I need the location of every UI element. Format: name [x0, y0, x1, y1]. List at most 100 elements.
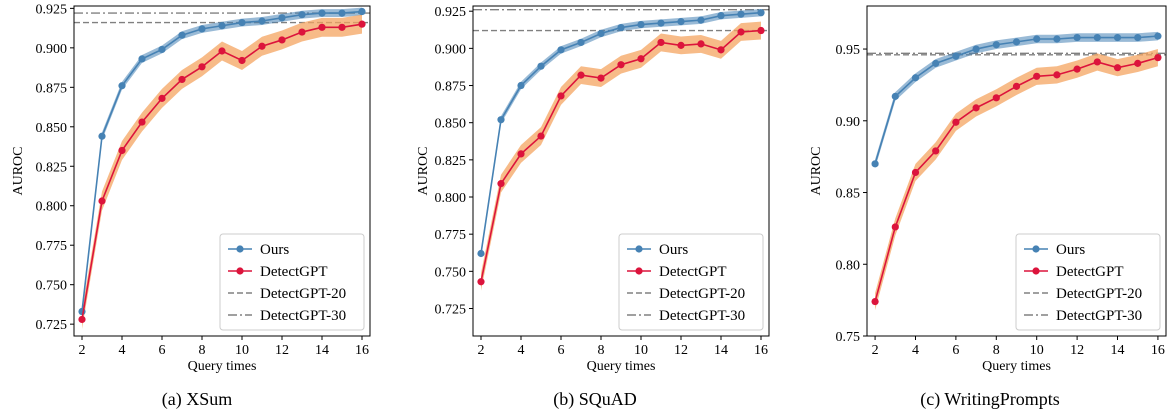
- x-tick-label: 10: [1030, 343, 1044, 358]
- data-point-ours: [238, 18, 246, 27]
- data-point-ours: [138, 55, 146, 63]
- legend-label: Ours: [659, 242, 688, 258]
- data-point-detectgpt: [1033, 72, 1041, 80]
- data-point-detectgpt: [871, 297, 879, 306]
- data-point-detectgpt: [1154, 54, 1162, 62]
- data-point-detectgpt: [972, 104, 980, 112]
- data-point-detectgpt: [198, 63, 206, 71]
- y-tick-label: 0.80: [836, 258, 861, 273]
- data-point-detectgpt: [557, 92, 565, 100]
- data-point-ours: [98, 132, 106, 140]
- y-tick-label: 0.90: [836, 115, 861, 130]
- data-point-ours: [637, 20, 645, 29]
- axes-frame: [866, 5, 1167, 337]
- x-tick-label: 14: [714, 343, 728, 358]
- legend: Ours DetectGPT DetectGPT-20 DetectGPT-30: [618, 233, 764, 331]
- data-point-ours: [517, 81, 525, 90]
- data-point-ours: [871, 160, 879, 168]
- y-axis-label: AUROC: [11, 146, 26, 195]
- y-tick-label: 0.925: [435, 5, 467, 20]
- legend-label: DetectGPT-20: [1056, 286, 1142, 302]
- data-point-ours: [338, 9, 346, 17]
- data-point-detectgpt: [952, 118, 960, 126]
- y-tick-label: 0.875: [435, 80, 467, 95]
- data-point-detectgpt: [637, 55, 645, 63]
- series-band-ours: [875, 31, 1158, 169]
- data-point-ours: [118, 82, 126, 90]
- y-axis-label: AUROC: [809, 146, 824, 195]
- data-point-detectgpt: [497, 180, 505, 188]
- data-point-ours: [737, 10, 745, 18]
- data-point-ours: [1033, 35, 1041, 43]
- chart-panel-3: 2 4 6 8 10 12 14 16 0.75 0.80 0.85 0.90 0.95 Query ti…: [809, 5, 1167, 410]
- x-tick-label: 12: [275, 343, 289, 358]
- x-tick-label: 6: [952, 343, 959, 358]
- data-point-detectgpt: [358, 20, 366, 28]
- axes-frame: [73, 5, 371, 337]
- data-point-ours: [477, 249, 485, 258]
- x-tick-label: 10: [235, 343, 249, 358]
- data-point-ours: [657, 19, 665, 27]
- y-axis-label: AUROC: [416, 146, 431, 195]
- data-point-detectgpt: [1113, 64, 1122, 72]
- data-point-ours: [158, 45, 166, 54]
- data-point-ours: [1053, 35, 1061, 43]
- axes-frame: [472, 5, 770, 337]
- data-point-detectgpt: [657, 38, 665, 47]
- data-point-detectgpt: [278, 36, 286, 44]
- y-tick-label: 0.75: [836, 330, 861, 345]
- data-point-ours: [198, 25, 206, 33]
- x-tick-label: 2: [872, 343, 879, 358]
- legend-box: [219, 233, 365, 331]
- legend: Ours DetectGPT DetectGPT-20 DetectGPT-30: [219, 233, 365, 331]
- x-tick-label: 2: [478, 343, 485, 358]
- data-point-ours: [298, 11, 306, 19]
- data-point-detectgpt: [697, 40, 705, 48]
- x-tick-label: 2: [79, 343, 86, 358]
- data-point-ours: [577, 38, 585, 47]
- x-tick-label: 10: [634, 343, 648, 358]
- x-axis-label: Query times: [188, 359, 257, 374]
- x-tick-label: 4: [518, 343, 525, 358]
- legend-swatch-marker: [1032, 267, 1040, 275]
- data-point-ours: [557, 46, 565, 54]
- data-point-detectgpt: [1073, 65, 1081, 73]
- data-point-detectgpt: [218, 47, 226, 55]
- y-tick-label: 0.775: [36, 239, 68, 254]
- data-point-ours: [497, 116, 505, 124]
- data-point-detectgpt: [932, 147, 940, 155]
- data-point-detectgpt: [717, 46, 725, 54]
- legend-label: Ours: [260, 242, 289, 258]
- data-point-detectgpt: [98, 197, 106, 205]
- data-point-detectgpt: [992, 94, 1000, 102]
- x-tick-label: 14: [315, 343, 329, 358]
- data-point-ours: [1113, 33, 1122, 42]
- legend-box: [1015, 233, 1161, 331]
- x-tick-label: 12: [1070, 343, 1084, 358]
- data-point-detectgpt: [318, 23, 326, 31]
- y-tick-label: 0.750: [435, 265, 467, 280]
- y-tick-label: 0.850: [435, 117, 467, 132]
- data-point-detectgpt: [617, 61, 625, 69]
- legend-label: DetectGPT-30: [260, 308, 346, 324]
- legend-label: DetectGPT-30: [659, 308, 745, 324]
- x-tick-label: 16: [1151, 343, 1165, 358]
- data-point-ours: [891, 92, 899, 100]
- legend-label: DetectGPT-20: [659, 286, 745, 302]
- chart-panel-2: 2 4 6 8 10 12 14 16 0.725 0.750 0.775 0.800 0.825 0.8…: [416, 5, 770, 410]
- data-point-ours: [1154, 32, 1162, 40]
- data-point-detectgpt: [891, 223, 899, 231]
- data-point-ours: [258, 17, 266, 25]
- data-point-detectgpt: [178, 75, 186, 84]
- data-point-detectgpt: [158, 94, 166, 102]
- data-point-ours: [697, 16, 705, 24]
- legend-label: DetectGPT-30: [1056, 308, 1142, 324]
- data-point-ours: [178, 31, 186, 39]
- panel-caption: (a) XSum: [162, 389, 233, 410]
- legend-label: DetectGPT: [659, 264, 726, 280]
- data-point-ours: [617, 23, 625, 32]
- data-point-ours: [597, 29, 605, 38]
- data-point-detectgpt: [1012, 82, 1021, 90]
- data-point-ours: [757, 9, 765, 17]
